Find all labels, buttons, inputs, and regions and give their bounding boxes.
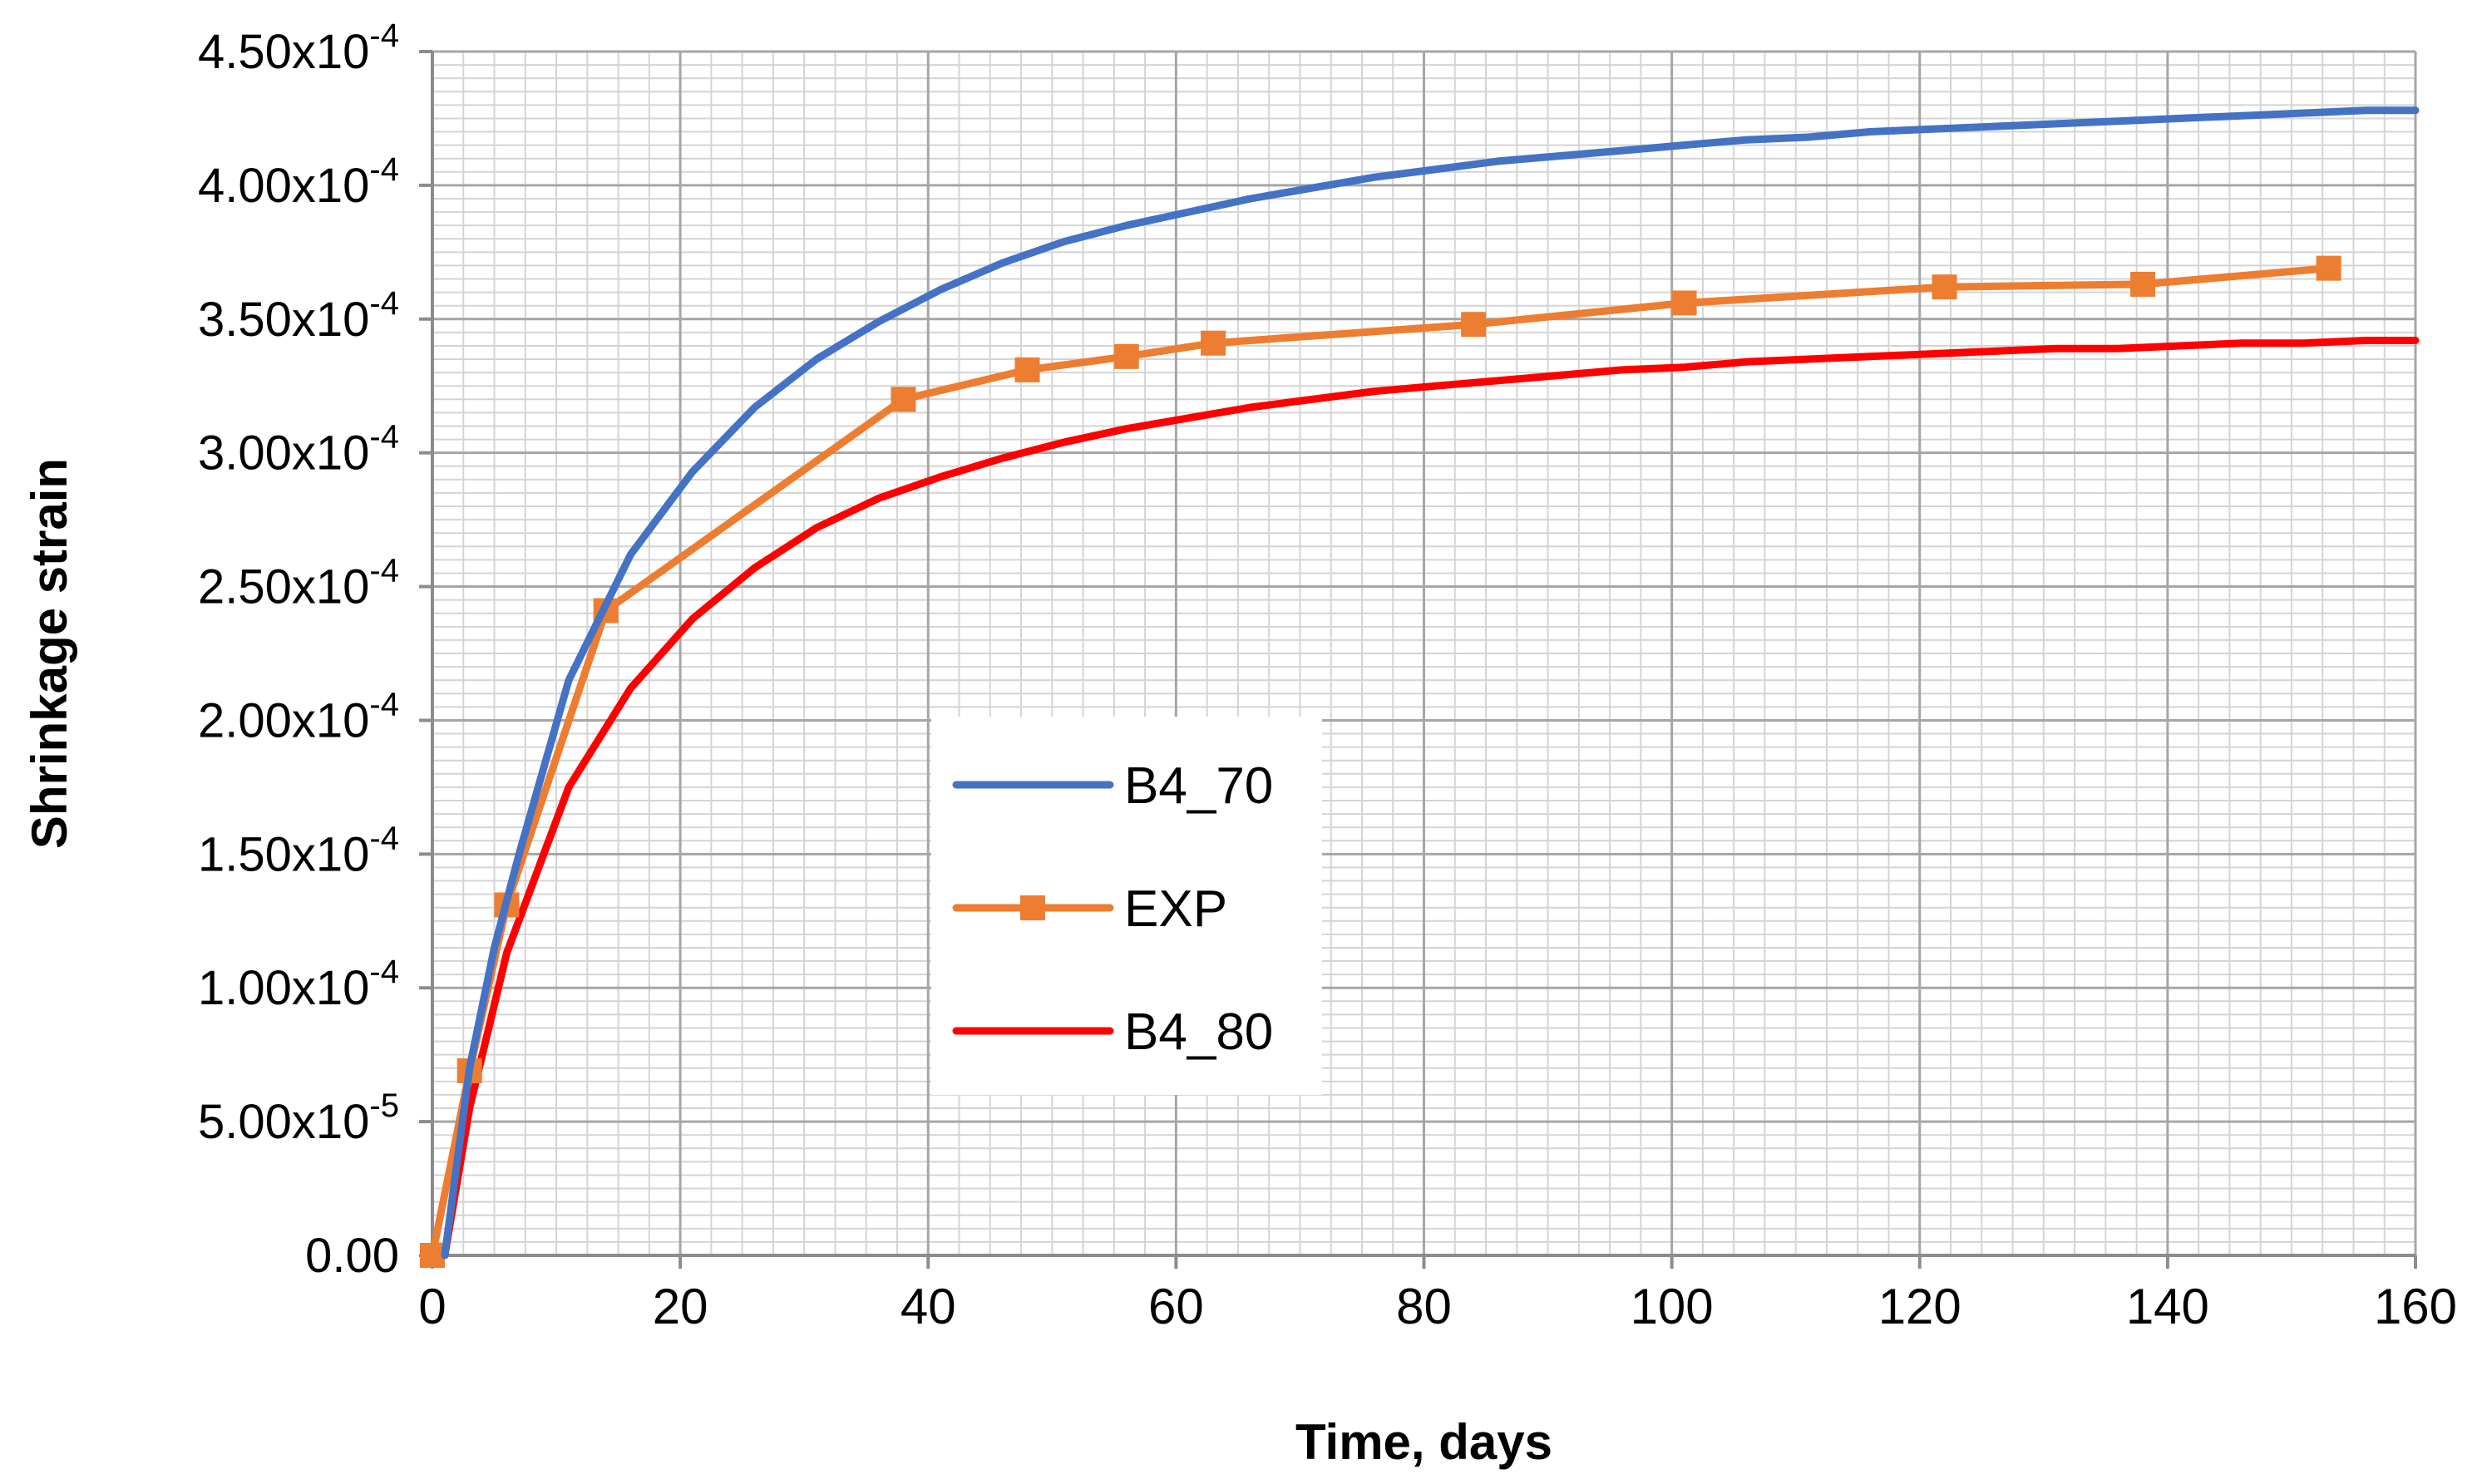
data-point-exp [1201, 330, 1226, 356]
series-line-b4-70 [441, 106, 2420, 1260]
y-tick-label: 1.50x10-4 [198, 820, 399, 881]
data-point-exp [1113, 343, 1139, 369]
y-tick-label: 3.50x10-4 [198, 285, 399, 347]
y-tick-label: 4.00x10-4 [198, 151, 399, 213]
data-point-exp [420, 1243, 445, 1268]
y-tick-label: 1.00x10-4 [198, 954, 399, 1015]
y-tick-label: 4.50x10-4 [198, 17, 399, 79]
data-point-exp [1461, 312, 1487, 338]
y-tick-label: 2.50x10-4 [198, 553, 399, 614]
legend-label-exp: EXP [1124, 880, 1227, 938]
data-point-exp [1014, 357, 1040, 382]
y-axis-title: Shrinkage strain [22, 458, 77, 849]
data-point-exp [1671, 290, 1697, 316]
x-tick-labels: 0 20 40 60 80 100 120 140 160 [418, 1279, 2457, 1334]
x-tick-label: 40 [901, 1279, 956, 1334]
y-tick-labels: 0.00 5.00x10-5 1.00x10-4 1.50x10-4 2.00x10-4… [198, 17, 399, 1283]
x-axis-title: Time, days [1295, 1414, 1552, 1470]
y-tick-label: 5.00x10-5 [198, 1087, 399, 1149]
x-tick-label: 160 [2374, 1279, 2457, 1334]
data-point-exp [2130, 271, 2156, 297]
legend-label-b4-80: B4_80 [1124, 1003, 1273, 1061]
x-tick-label: 0 [418, 1279, 446, 1334]
series-layer [420, 106, 2420, 1268]
y-tick-label: 2.00x10-4 [198, 686, 399, 747]
data-point-exp [1932, 274, 1957, 300]
x-tick-label: 120 [1878, 1279, 1961, 1334]
x-tick-label: 20 [653, 1279, 708, 1334]
axes [419, 50, 2417, 1269]
x-tick-label: 100 [1631, 1279, 1714, 1334]
x-tick-label: 140 [2126, 1279, 2209, 1334]
series-line-b4-80 [441, 337, 2420, 1260]
y-tick-label: 3.00x10-4 [198, 419, 399, 481]
y-tick-label: 0.00 [305, 1229, 399, 1283]
x-tick-label: 60 [1148, 1279, 1204, 1334]
legend: B4_70 EXP B4_80 [931, 717, 1322, 1095]
legend-marker-exp [1020, 895, 1045, 920]
data-point-exp [2316, 255, 2341, 281]
legend-label-b4-70: B4_70 [1124, 757, 1273, 815]
x-tick-label: 80 [1396, 1279, 1452, 1334]
data-point-exp [891, 387, 916, 412]
